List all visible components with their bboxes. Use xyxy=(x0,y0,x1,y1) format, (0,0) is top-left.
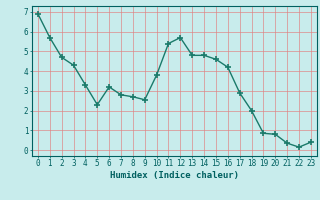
X-axis label: Humidex (Indice chaleur): Humidex (Indice chaleur) xyxy=(110,171,239,180)
